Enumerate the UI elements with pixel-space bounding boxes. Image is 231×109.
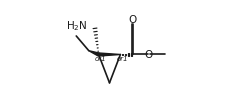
Text: H$_2$N: H$_2$N — [66, 19, 88, 33]
Polygon shape — [99, 53, 120, 56]
Text: O: O — [129, 15, 137, 25]
Text: O: O — [144, 49, 152, 60]
Polygon shape — [89, 51, 99, 56]
Text: or1: or1 — [117, 56, 129, 62]
Text: or1: or1 — [94, 56, 106, 62]
